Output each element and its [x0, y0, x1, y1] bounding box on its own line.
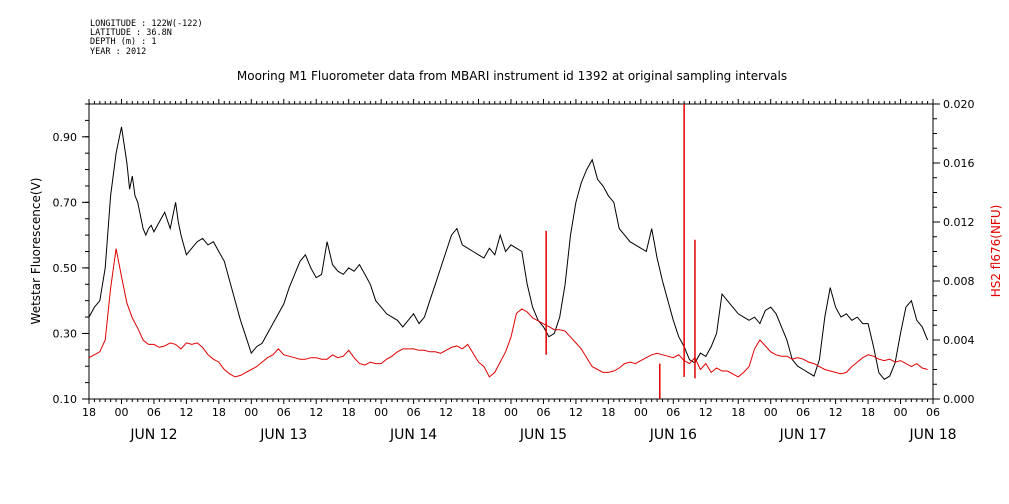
meta-depth: DEPTH (m) : 1	[90, 37, 157, 48]
x-hour-label: 18	[82, 406, 96, 419]
y-tick-label-right: 0.008	[943, 275, 975, 288]
chart-title: Mooring M1 Fluorometer data from MBARI i…	[237, 69, 787, 83]
x-hour-label: 12	[179, 406, 193, 419]
x-hour-label: 06	[407, 406, 421, 419]
x-axis-ticks: 18 00 06 12 18 00 06 12 18 00 06 12 18 00 06 12 18 00 06 12…	[82, 99, 957, 443]
x-hour-label: 12	[309, 406, 323, 419]
meta-longitude: LONGITUDE : 122W(-122)	[90, 19, 203, 29]
right-axis-ticks: 0.000 0.004 0.008 0.012 0.016 0.020	[933, 98, 975, 406]
y-tick-label-right: 0.020	[943, 98, 975, 111]
x-hour-label: 18	[601, 406, 615, 419]
x-hour-label: 18	[342, 406, 356, 419]
x-hour-label: 00	[244, 406, 258, 419]
x-day-label: JUN 13	[259, 427, 307, 443]
meta-year: YEAR : 2012	[90, 46, 147, 57]
x-hour-label: 06	[147, 406, 161, 419]
left-axis-label: Wetstar Fluorescence(V)	[29, 178, 43, 325]
x-day-label: JUN 12	[129, 427, 177, 443]
x-hour-label: 12	[569, 406, 583, 419]
x-hour-label: 06	[666, 406, 680, 419]
x-hour-label: 12	[829, 406, 843, 419]
x-hour-label: 12	[439, 406, 453, 419]
x-hour-label: 00	[504, 406, 518, 419]
y-tick-label-right: 0.016	[943, 157, 975, 170]
meta-latitude: LATITUDE : 36.8N	[90, 28, 172, 39]
left-axis-ticks: 0.10 0.30 0.50 0.70 0.90	[53, 103, 89, 406]
y-tick-label-left: 0.50	[53, 262, 78, 275]
series-line-fl676	[88, 248, 928, 378]
plot-frame	[88, 103, 934, 400]
x-hour-label: 06	[926, 406, 940, 419]
x-hour-label: 00	[374, 406, 388, 419]
right-axis-label: HS2 fl676(NFU)	[989, 205, 1003, 298]
y-tick-label-left: 0.70	[53, 196, 78, 209]
x-hour-label: 18	[731, 406, 745, 419]
y-tick-label-left: 0.10	[53, 393, 78, 406]
x-day-label: JUN 18	[908, 427, 956, 443]
y-tick-label-right: 0.012	[943, 216, 975, 229]
x-hour-label: 06	[796, 406, 810, 419]
series-line-wetstar	[88, 126, 929, 380]
x-hour-label: 00	[114, 406, 128, 419]
y-tick-label-right: 0.004	[943, 334, 975, 347]
x-hour-label: 18	[472, 406, 486, 419]
x-hour-label: 00	[894, 406, 908, 419]
y-tick-label-left: 0.90	[53, 131, 78, 144]
x-hour-label: 18	[861, 406, 875, 419]
x-hour-label: 18	[212, 406, 226, 419]
x-hour-label: 00	[634, 406, 648, 419]
x-day-label: JUN 17	[779, 427, 827, 443]
y-tick-label-right: 0.000	[943, 393, 975, 406]
x-hour-label: 12	[699, 406, 713, 419]
y-tick-label-left: 0.30	[53, 327, 78, 340]
x-day-label: JUN 14	[389, 427, 437, 443]
x-day-label: JUN 15	[519, 427, 567, 443]
x-hour-label: 00	[764, 406, 778, 419]
x-hour-label: 06	[277, 406, 291, 419]
x-day-label: JUN 16	[649, 427, 697, 443]
chart-series	[88, 104, 929, 399]
x-hour-label: 06	[536, 406, 550, 419]
header-meta: LONGITUDE : 122W(-122) LATITUDE : 36.8N …	[90, 19, 203, 57]
